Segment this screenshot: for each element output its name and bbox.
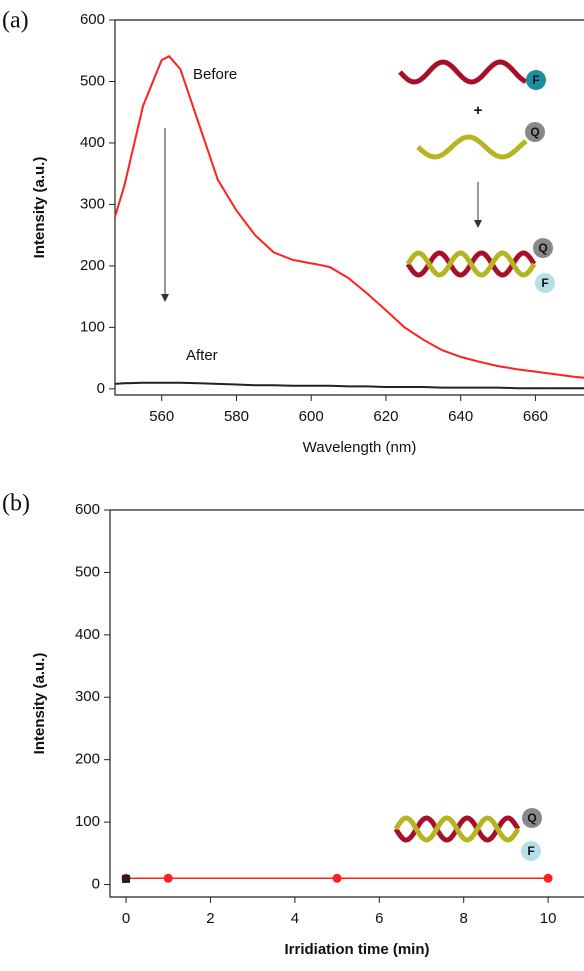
data-point	[122, 874, 131, 883]
plus: +	[474, 102, 483, 119]
y-axis-label: Intensity (a.u.)	[31, 157, 48, 259]
y-tick-label: 500	[80, 72, 105, 89]
y-tick-label: 100	[80, 318, 105, 335]
x-tick-label: 0	[122, 910, 130, 927]
arrow-head	[161, 294, 169, 302]
data-line	[114, 381, 584, 390]
y-tick-label: 300	[80, 195, 105, 212]
x-tick-label: 600	[299, 408, 324, 425]
data-line	[114, 55, 584, 379]
y-tick-label: 200	[75, 751, 100, 768]
y-tick-label: 300	[75, 688, 100, 705]
annotation: After	[186, 347, 218, 364]
x-tick-label: 640	[448, 408, 473, 425]
bead-label: Q	[538, 241, 547, 255]
x-tick-label: 4	[291, 910, 299, 927]
y-tick-label: 600	[75, 501, 100, 518]
y-tick-label: 100	[75, 813, 100, 830]
dna-strand	[405, 250, 537, 278]
y-tick-label: 400	[80, 134, 105, 151]
bead-label: F	[532, 73, 539, 87]
axis-frame	[114, 19, 584, 396]
arrow-head	[474, 220, 482, 228]
dna-strand	[416, 134, 528, 160]
dna-strand	[398, 59, 527, 85]
label-bead	[535, 273, 555, 293]
x-tick-label: 660	[523, 408, 548, 425]
label-bead	[522, 808, 542, 828]
y-tick-label: 500	[75, 563, 100, 580]
x-tick-label: 6	[375, 910, 383, 927]
axis-frame	[109, 509, 584, 898]
bead-label: F	[527, 844, 534, 858]
data-point	[163, 873, 173, 883]
label-bead	[526, 70, 546, 90]
x-axis-label: Irridiation time (min)	[284, 941, 429, 958]
y-tick-label: 400	[75, 626, 100, 643]
x-tick-label: 2	[206, 910, 214, 927]
panel-label: (b)	[2, 491, 30, 517]
x-axis-label: Wavelength (nm)	[303, 439, 417, 456]
panel-label: (a)	[2, 8, 29, 34]
dna-strand	[393, 815, 521, 843]
data-point	[332, 873, 342, 883]
label-bead	[533, 238, 553, 258]
y-tick-label: 600	[80, 11, 105, 28]
x-tick-label: 10	[540, 910, 557, 927]
y-axis-label: Intensity (a.u.)	[31, 653, 48, 755]
bead-label: F	[541, 276, 548, 290]
annotation: Before	[193, 66, 237, 83]
x-tick-label: 560	[149, 408, 174, 425]
x-tick-label: 8	[460, 910, 468, 927]
y-tick-label: 0	[92, 875, 100, 892]
y-tick-label: 0	[97, 380, 105, 397]
label-bead	[521, 841, 541, 861]
y-tick-label: 200	[80, 257, 105, 274]
label-bead	[525, 122, 545, 142]
x-tick-label: 580	[224, 408, 249, 425]
x-tick-label: 620	[373, 408, 398, 425]
bead-label: Q	[527, 811, 536, 825]
bead-label: Q	[530, 125, 539, 139]
data-point	[543, 873, 553, 883]
